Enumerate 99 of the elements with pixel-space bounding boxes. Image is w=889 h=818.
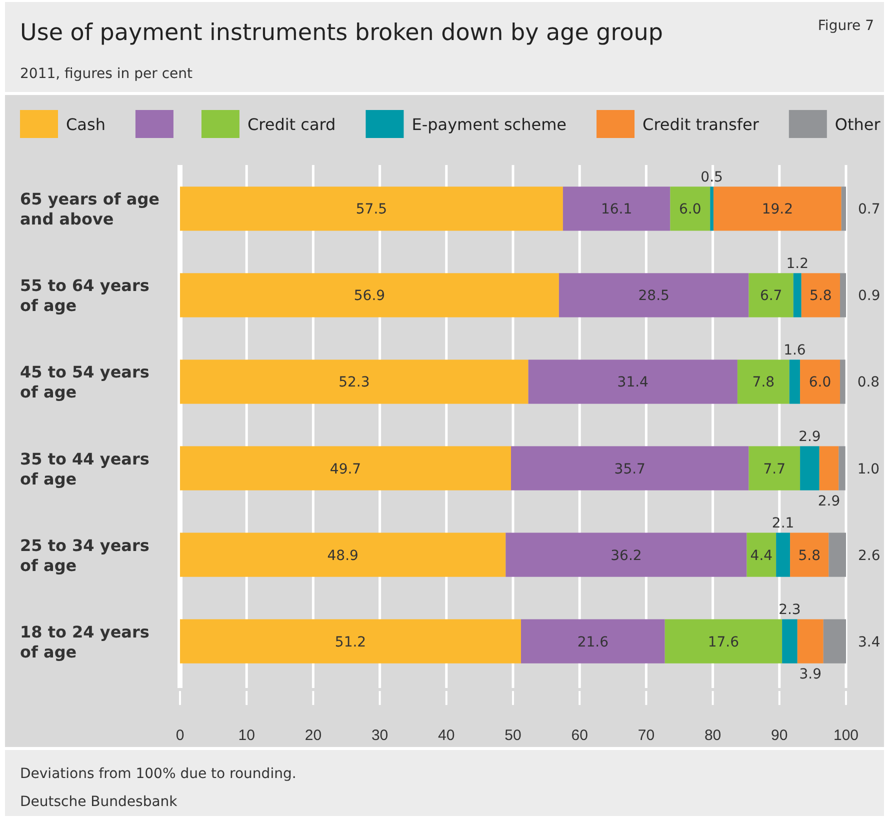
- text: 2.9: [798, 429, 821, 446]
- y-tick-label: 35 to 44 years of age: [20, 449, 150, 488]
- legend-label: Other: [834, 115, 881, 134]
- bar: [748, 446, 800, 490]
- bar: [793, 273, 802, 318]
- text: 28.5: [638, 288, 670, 304]
- text: 0.9: [858, 288, 880, 304]
- bar: [840, 273, 846, 318]
- text: 16.1: [600, 202, 632, 218]
- bar: [828, 532, 846, 577]
- text: 31.4: [617, 374, 648, 391]
- y-tick-label: 25 to 34 years of age: [20, 536, 150, 575]
- text: 51.2: [334, 634, 366, 650]
- text: 5.8: [798, 548, 821, 564]
- x-tick-label: 100: [833, 727, 859, 744]
- text: 48.9: [327, 548, 358, 564]
- text: Deviations from 100% due to rounding.: [20, 766, 296, 782]
- text: 7.7: [763, 461, 786, 478]
- text: 21.6: [577, 634, 609, 650]
- text: 3.4: [858, 634, 880, 650]
- bar: [180, 619, 521, 664]
- bar: [782, 619, 798, 664]
- text: 49.7: [330, 461, 362, 478]
- bar: [776, 532, 790, 577]
- bar: [841, 186, 846, 231]
- bar: [562, 186, 670, 231]
- y-tick-label: 55 to 64 years of age: [20, 276, 150, 316]
- legend-label: Credit card: [247, 115, 336, 134]
- x-tick-label: 90: [771, 727, 788, 744]
- text: 56.9: [354, 288, 386, 304]
- text: 17.6: [708, 634, 740, 650]
- text: 0.7: [858, 202, 880, 218]
- text: 36.2: [610, 548, 642, 564]
- x-tick-label: 70: [638, 727, 655, 744]
- legend-label: E-payment scheme: [412, 115, 567, 134]
- bar: [180, 273, 559, 318]
- x-tick-label: 30: [371, 727, 388, 744]
- text: 3.9: [799, 666, 822, 682]
- bar: [664, 619, 782, 664]
- text: 2.1: [772, 516, 794, 532]
- bar: [801, 273, 840, 318]
- text: 35.7: [614, 461, 646, 478]
- text: 0.5: [700, 170, 723, 186]
- bar: [180, 360, 528, 404]
- x-tick-label: 50: [504, 727, 522, 744]
- bar: [797, 619, 824, 664]
- bar: [511, 446, 749, 490]
- text: 6.7: [760, 288, 782, 304]
- text: 52.3: [338, 374, 370, 391]
- y-tick-label: 18 to 24 years of age: [20, 622, 150, 662]
- bar: [520, 619, 665, 664]
- bar: [670, 186, 710, 231]
- text: 57.5: [356, 202, 388, 218]
- bar: [180, 186, 563, 231]
- text: 0.8: [857, 374, 880, 391]
- bar: [713, 186, 842, 231]
- chart-title: Use of payment instruments broken down by age group: [20, 20, 663, 46]
- x-tick-label: 20: [304, 727, 322, 744]
- x-tick-label: 0: [176, 727, 184, 744]
- text: 2.9: [818, 493, 840, 510]
- caption: Figure 7: [818, 18, 874, 34]
- bar: [180, 446, 511, 490]
- bar: [823, 619, 846, 664]
- bar: [746, 532, 776, 577]
- legend-label: Cash: [66, 115, 106, 134]
- legend-label: Credit transfer: [642, 115, 760, 134]
- x-tick-label: 80: [704, 727, 722, 744]
- bar: [710, 186, 714, 231]
- bar: [737, 360, 790, 404]
- bar: [528, 360, 738, 404]
- bar: [840, 360, 846, 404]
- text: 1.2: [786, 256, 809, 272]
- bar: [790, 532, 829, 577]
- text: 2.3: [778, 602, 801, 618]
- text: 5.8: [810, 288, 832, 304]
- text: Deutsche Bundesbank: [20, 794, 178, 810]
- bar: [800, 360, 840, 404]
- bar: [800, 446, 820, 490]
- bar: [789, 360, 800, 404]
- text: 6.0: [808, 374, 832, 391]
- bar: [838, 446, 846, 490]
- text: 2.6: [858, 548, 880, 564]
- bar: [506, 532, 747, 577]
- text: 19.2: [762, 202, 793, 218]
- y-tick-label: 65 years of age and above: [20, 190, 160, 229]
- bar: [180, 532, 506, 577]
- text: 4.4: [750, 548, 773, 564]
- text: 1.0: [857, 461, 880, 478]
- x-tick-label: 40: [438, 727, 455, 744]
- x-tick-label: 60: [571, 727, 588, 744]
- bar: [748, 273, 794, 318]
- bar: [558, 273, 749, 318]
- x-tick-label: 10: [238, 727, 255, 744]
- y-tick-label: 45 to 54 years of age: [20, 362, 150, 402]
- text: 1.6: [784, 342, 806, 359]
- text: 7.8: [752, 374, 775, 391]
- chart-subtitle: 2011, figures in per cent: [20, 66, 194, 82]
- text: 6.0: [679, 202, 702, 218]
- bar: [819, 446, 839, 490]
